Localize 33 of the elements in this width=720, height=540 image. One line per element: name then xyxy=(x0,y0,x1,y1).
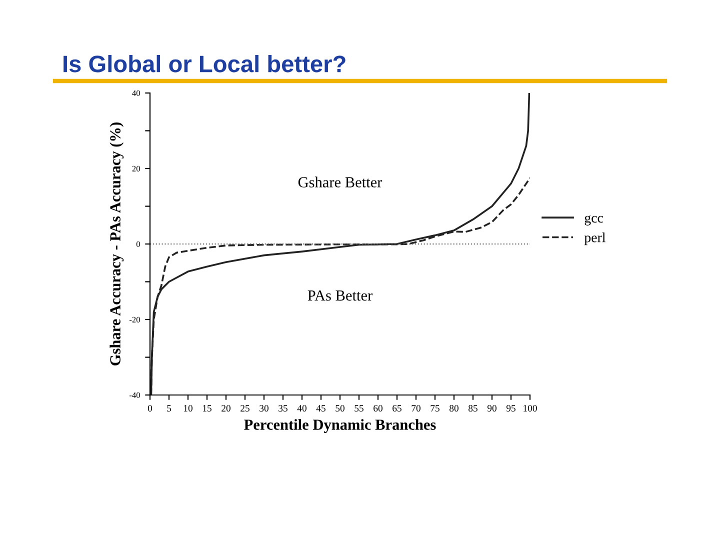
x-tick-label: 10 xyxy=(184,405,192,412)
x-tick-label: 40 xyxy=(297,405,306,412)
x-tick-label: 0 xyxy=(148,405,152,412)
y-tick-label: -20 xyxy=(129,316,140,322)
x-tick-label: 50 xyxy=(336,405,344,412)
x-tick-label: 55 xyxy=(354,405,364,412)
y-axis-title: Gshare Accuracy - PAs Accuracy (%) xyxy=(110,122,124,366)
x-tick-label: 95 xyxy=(506,405,516,412)
x-tick-label: 5 xyxy=(167,405,172,412)
x-tick-label: 25 xyxy=(240,405,250,412)
x-tick-label: 15 xyxy=(202,405,212,412)
y-tick-label: 40 xyxy=(132,90,140,96)
x-tick-label: 45 xyxy=(316,405,326,412)
chart-title: Is Global or Local better? xyxy=(64,54,346,72)
annotation: Gshare Better xyxy=(298,176,382,188)
x-tick-label: 30 xyxy=(260,405,268,412)
legend-label: perl xyxy=(584,232,606,246)
y-tick-label: -40 xyxy=(129,392,140,398)
y-tick-label: 0 xyxy=(136,241,140,247)
y-tick-label: 20 xyxy=(132,166,140,172)
x-tick-label: 20 xyxy=(222,405,230,412)
x-tick-label: 60 xyxy=(374,405,382,412)
x-tick-label: 75 xyxy=(430,405,440,412)
x-axis-title: Percentile Dynamic Branches xyxy=(244,419,436,433)
x-tick-label: 65 xyxy=(392,405,402,412)
x-tick-label: 35 xyxy=(278,405,288,412)
x-tick-label: 80 xyxy=(450,405,458,412)
legend-label: gcc xyxy=(584,215,604,226)
x-tick-label: 90 xyxy=(487,405,496,412)
annotation: PAs Better xyxy=(308,290,372,301)
x-tick-label: 85 xyxy=(468,405,478,412)
x-tick-label: 70 xyxy=(412,405,420,412)
x-tick-label: 100 xyxy=(524,405,537,412)
